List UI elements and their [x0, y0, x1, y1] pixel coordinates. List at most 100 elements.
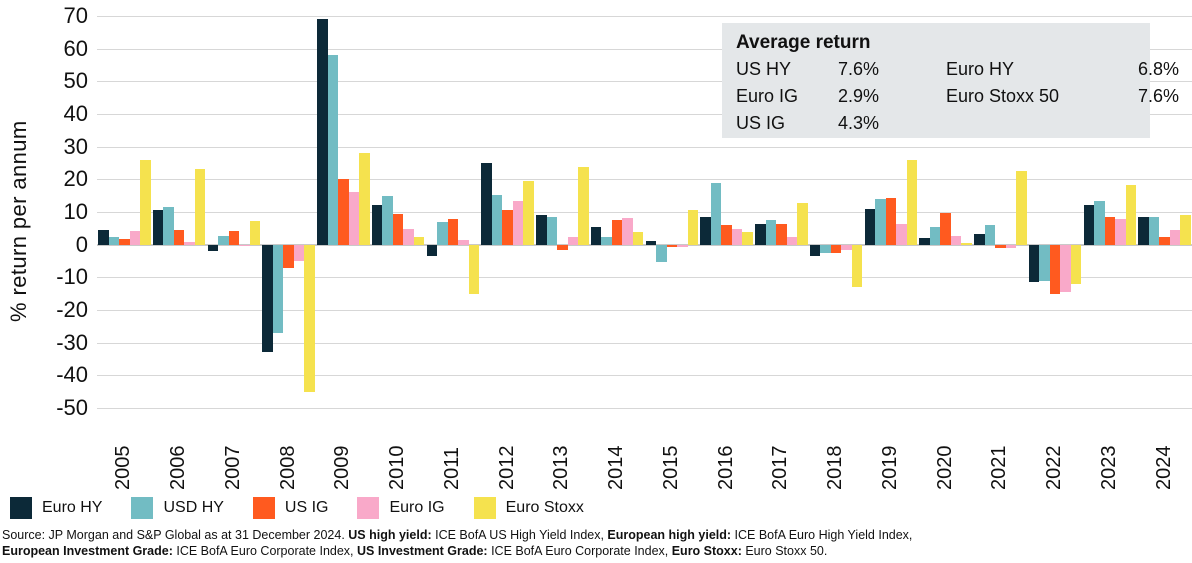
- bar-us-ig-2007: [228, 231, 240, 245]
- bar-euro-hy-2023: [1083, 205, 1095, 245]
- legend-swatch-icon: [10, 497, 32, 519]
- bar-euro-hy-2015: [645, 241, 657, 245]
- bar-euro-stoxx-2005: [140, 160, 151, 245]
- bar-euro-ig-2010: [403, 228, 414, 245]
- x-axis-label-2016: 2016: [714, 445, 737, 491]
- x-axis-label-2011: 2011: [440, 446, 463, 490]
- source-term: US Investment Grade:: [357, 544, 488, 558]
- y-tick-label: -30: [56, 329, 88, 355]
- gridline: [97, 179, 1192, 181]
- bar-usd-hy-2022: [1039, 244, 1050, 281]
- bar-usd-hy-2009: [327, 55, 339, 245]
- bar-us-ig-2016: [721, 225, 732, 245]
- legend-item-usd-hy: USD HY: [131, 497, 224, 519]
- source-line: Source: JP Morgan and S&P Global as at 3…: [2, 527, 912, 543]
- x-axis-label-2012: 2012: [495, 445, 518, 491]
- source-term: Euro Stoxx:: [671, 544, 742, 558]
- bar-euro-ig-2006: [184, 242, 195, 245]
- bar-euro-hy-2009: [317, 19, 328, 245]
- bar-usd-hy-2023: [1094, 200, 1105, 245]
- bar-euro-stoxx-2019: [906, 159, 918, 245]
- bar-euro-hy-2006: [152, 210, 164, 245]
- x-axis-label-2024: 2024: [1152, 445, 1175, 491]
- x-axis-label-2009: 2009: [331, 445, 354, 491]
- bar-euro-ig-2009: [348, 191, 360, 245]
- bar-usd-hy-2015: [656, 244, 667, 262]
- x-axis-label-2005: 2005: [112, 445, 135, 491]
- bar-us-ig-2012: [502, 210, 513, 245]
- bar-us-ig-2023: [1104, 217, 1116, 245]
- bar-us-ig-2019: [885, 198, 897, 245]
- x-axis-label-2018: 2018: [824, 445, 847, 491]
- gridline: [97, 48, 1192, 50]
- source-text: ICE BofA Euro High Yield Index,: [731, 528, 913, 542]
- bar-euro-ig-2013: [567, 236, 579, 245]
- y-tick-label: 60: [63, 35, 88, 61]
- bar-euro-stoxx-2023: [1125, 184, 1137, 245]
- bar-euro-hy-2020: [919, 238, 930, 245]
- bar-euro-hy-2016: [700, 216, 711, 245]
- bar-us-ig-2008: [283, 244, 294, 268]
- bar-euro-hy-2024: [1138, 216, 1149, 245]
- plot-area: [97, 16, 1192, 409]
- source-text: ICE BofA Euro Corporate Index,: [487, 544, 672, 558]
- bar-us-ig-2011: [447, 219, 459, 245]
- y-tick-label: 0: [75, 231, 88, 257]
- bar-us-ig-2010: [392, 213, 404, 245]
- legend-swatch-icon: [357, 497, 380, 519]
- bar-us-ig-2015: [666, 244, 678, 248]
- bar-euro-stoxx-2018: [851, 244, 863, 288]
- bar-euro-ig-2022: [1060, 244, 1071, 293]
- bar-euro-ig-2012: [512, 200, 524, 245]
- bar-euro-ig-2021: [1005, 244, 1017, 248]
- bar-euro-stoxx-2021: [1016, 170, 1027, 245]
- bar-euro-hy-2010: [371, 205, 383, 245]
- chart-legend: Euro HY USD HY US IG Euro IG Euro Stoxx: [10, 497, 584, 519]
- gridline: [97, 81, 1192, 83]
- gridline: [97, 342, 1192, 344]
- y-tick-label: 10: [63, 199, 88, 224]
- x-axis-label-2014: 2014: [605, 445, 628, 491]
- gridline: [97, 212, 1192, 213]
- bar-us-ig-2020: [940, 213, 951, 245]
- bar-euro-hy-2021: [974, 234, 985, 245]
- bar-euro-ig-2018: [841, 244, 852, 250]
- bar-euro-stoxx-2006: [194, 168, 206, 245]
- source-text: ICE BofA Euro Corporate Index,: [172, 544, 357, 558]
- bar-usd-hy-2010: [382, 195, 393, 245]
- source-term: US high yield:: [348, 528, 432, 542]
- bar-euro-hy-2012: [481, 163, 492, 245]
- average-return-label: Euro Stoxx 50: [946, 86, 1060, 106]
- bar-euro-ig-2015: [677, 244, 688, 247]
- y-tick-label: -40: [56, 362, 88, 388]
- bar-usd-hy-2016: [710, 182, 722, 245]
- x-axis-label-2021: 2021: [988, 445, 1011, 491]
- y-tick-label: -50: [56, 395, 88, 420]
- bar-usd-hy-2018: [820, 244, 831, 253]
- source-term: European high yield:: [607, 528, 732, 542]
- bar-euro-stoxx-2017: [797, 202, 808, 245]
- bar-euro-stoxx-2024: [1180, 214, 1191, 245]
- bar-euro-hy-2007: [207, 244, 219, 252]
- bar-usd-hy-2005: [108, 236, 120, 245]
- x-axis-label-2022: 2022: [1043, 445, 1066, 491]
- source-term: European Investment Grade:: [2, 544, 173, 558]
- legend-label: Euro IG: [389, 499, 445, 516]
- legend-item-us-ig: US IG: [252, 497, 328, 519]
- y-tick-label: 40: [63, 101, 88, 126]
- x-axis-label-2007: 2007: [221, 445, 244, 491]
- bar-usd-hy-2017: [765, 219, 777, 245]
- legend-item-euro-stoxx: Euro Stoxx: [473, 497, 584, 519]
- legend-swatch-icon: [252, 497, 275, 519]
- legend-item-euro-ig: Euro IG: [357, 497, 445, 519]
- average-return-label: US HY: [736, 59, 792, 79]
- y-tick-label: 20: [63, 166, 88, 192]
- gridline: [97, 114, 1192, 115]
- average-return-label: Euro IG: [736, 86, 799, 106]
- average-return-value: 6.8%: [1138, 59, 1180, 79]
- y-tick-label: -20: [56, 297, 88, 322]
- bar-euro-ig-2019: [896, 224, 907, 245]
- bar-usd-hy-2008: [272, 244, 284, 333]
- bar-us-ig-2006: [173, 230, 185, 245]
- bar-us-ig-2017: [776, 223, 787, 245]
